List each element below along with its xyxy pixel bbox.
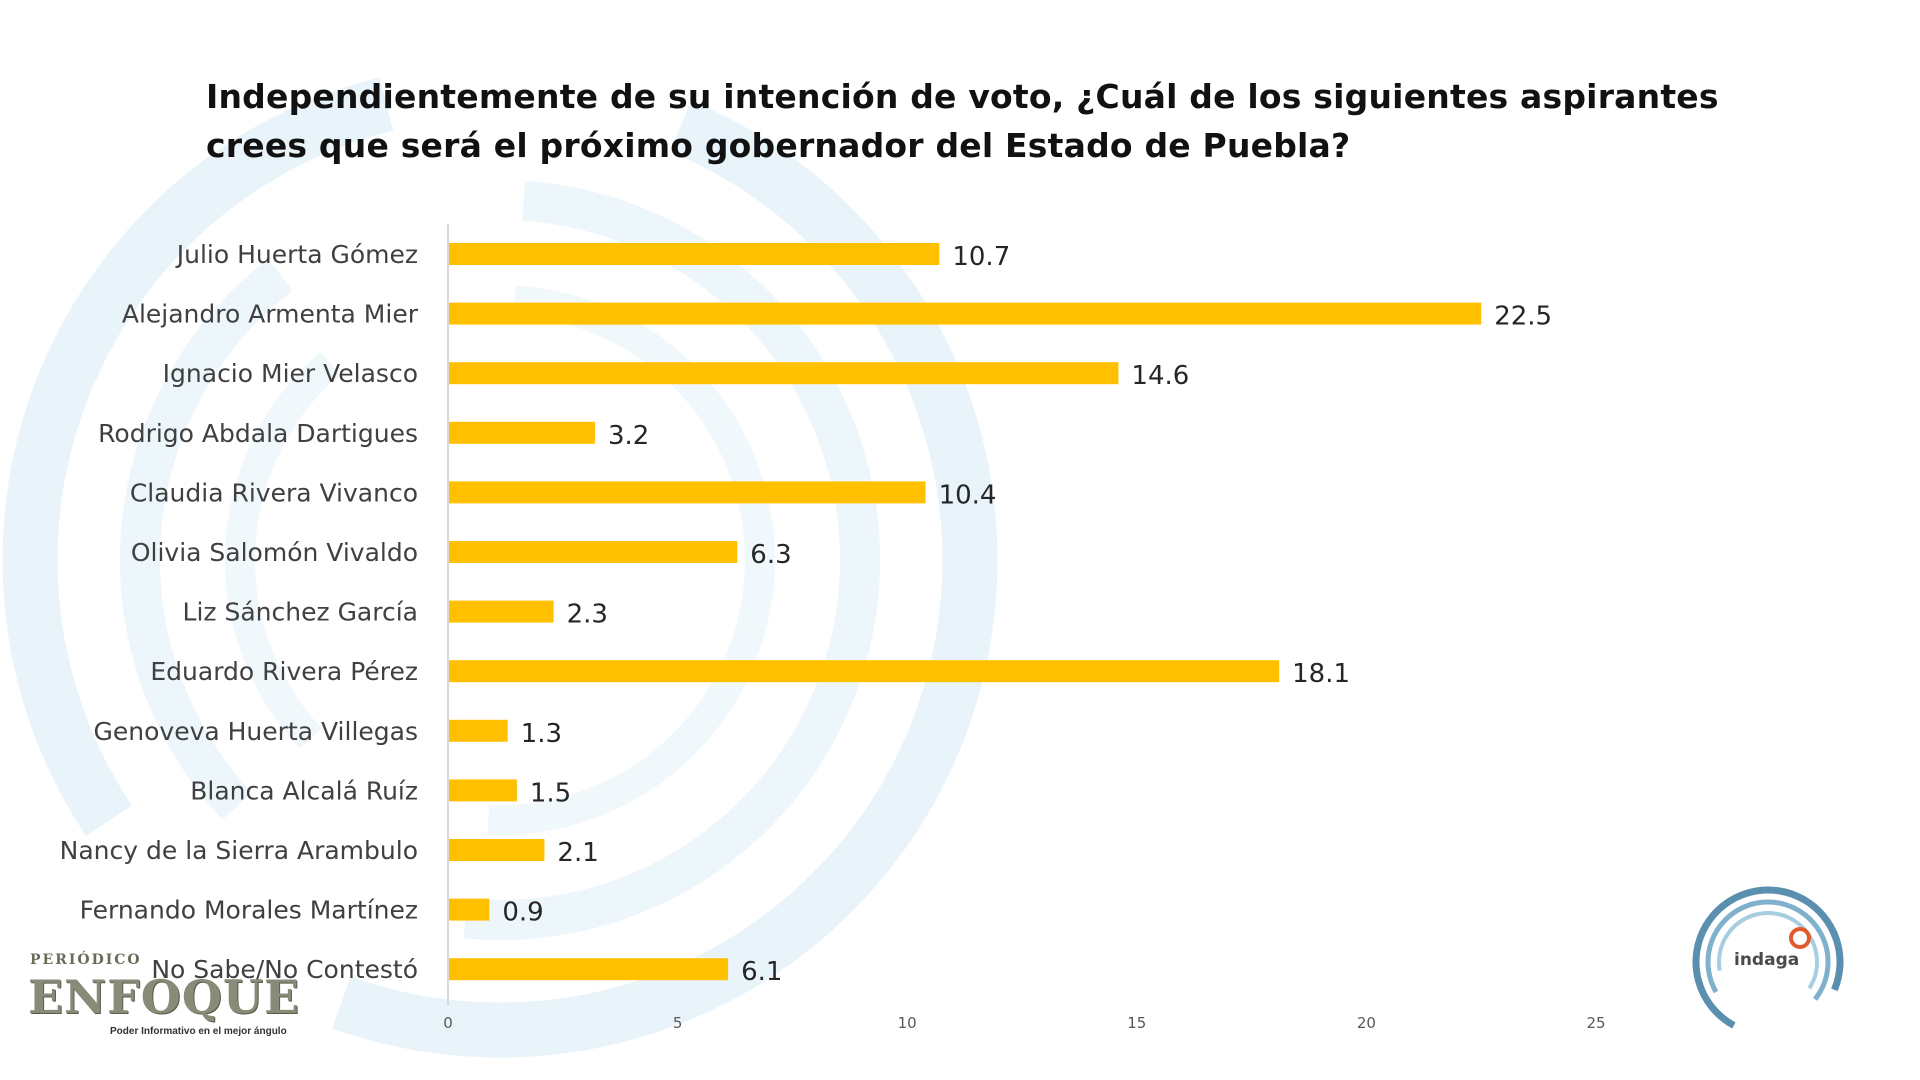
enfoque-periodico-text: PERIÓDICO [30, 952, 142, 968]
x-tick-label: 0 [443, 1014, 453, 1032]
value-label: 22.5 [1494, 302, 1552, 332]
x-tick-label: 15 [1127, 1014, 1146, 1032]
bar [449, 481, 926, 504]
category-label: Julio Huerta Gómez [175, 240, 418, 269]
category-label: Ignacio Mier Velasco [163, 359, 418, 388]
bar [449, 779, 517, 802]
x-tick-label: 20 [1357, 1014, 1376, 1032]
value-label: 14.6 [1131, 361, 1189, 391]
category-label: Nancy de la Sierra Arambulo [60, 836, 418, 865]
bar [449, 302, 1482, 325]
category-label: Rodrigo Abdala Dartigues [98, 419, 418, 448]
x-tick-label: 25 [1586, 1014, 1605, 1032]
value-label: 6.3 [750, 540, 791, 570]
value-label: 2.1 [557, 838, 598, 868]
bar [449, 541, 738, 563]
value-label: 18.1 [1292, 659, 1350, 689]
bar [449, 839, 545, 861]
x-tick-label: 10 [898, 1014, 917, 1032]
indaga-rings-icon [1692, 886, 1844, 1038]
value-label: 1.5 [530, 778, 571, 808]
category-label: Olivia Salomón Vivaldo [131, 538, 418, 567]
indaga-text: indaga [1734, 950, 1800, 970]
category-label: Claudia Rivera Vivanco [130, 478, 418, 507]
bar [449, 421, 595, 444]
bar [449, 719, 508, 742]
value-label: 1.3 [521, 719, 562, 749]
indaga-logo: indaga [1690, 880, 1850, 1040]
category-label: Alejandro Armenta Mier [122, 300, 419, 329]
value-label: 6.1 [741, 957, 782, 987]
category-label: Blanca Alcalá Ruíz [190, 776, 418, 805]
chart-title: Independientemente de su intención de vo… [206, 77, 1719, 165]
bar [449, 958, 729, 981]
bar [449, 600, 554, 623]
value-label: 10.4 [939, 480, 997, 510]
category-label: Eduardo Rivera Pérez [150, 657, 418, 686]
bar [449, 362, 1119, 385]
enfoque-tagline: Poder Informativo en el mejor ángulo [110, 1026, 287, 1037]
value-label: 10.7 [952, 242, 1010, 272]
bar [449, 898, 490, 921]
category-label: Liz Sánchez García [183, 598, 418, 627]
category-label: Fernando Morales Martínez [80, 896, 418, 925]
value-label: 2.3 [567, 600, 608, 630]
category-label: No Sabe/No Contestó [151, 955, 418, 984]
x-tick-label: 5 [673, 1014, 683, 1032]
enfoque-logo: PERIÓDICO ENFOQUE Poder Informativo en e… [28, 952, 299, 1042]
bar [449, 243, 940, 265]
bar [449, 660, 1280, 683]
enfoque-brand-text: ENFOQUE [28, 970, 301, 1024]
value-label: 0.9 [502, 898, 543, 928]
category-label: Genoveva Huerta Villegas [94, 717, 419, 746]
value-label: 3.2 [608, 421, 649, 451]
